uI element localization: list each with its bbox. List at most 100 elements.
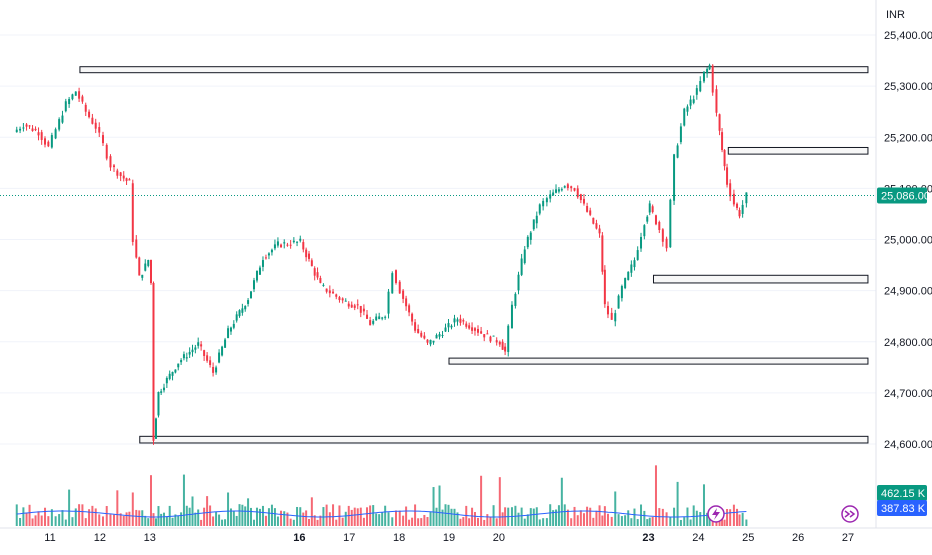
- candle-body: [34, 128, 37, 131]
- volume-bar: [555, 509, 558, 526]
- candle-body: [119, 172, 122, 177]
- candle-body: [362, 308, 365, 312]
- candle-body: [74, 91, 77, 96]
- volume-bar: [224, 519, 227, 526]
- volume-bar: [689, 519, 692, 526]
- candle-body: [369, 320, 372, 326]
- candle-body: [391, 273, 394, 294]
- candle-body: [426, 339, 429, 343]
- candle-body: [573, 188, 576, 191]
- candle-body: [683, 108, 686, 126]
- time-tick-label: 20: [493, 532, 505, 544]
- candle-body: [545, 198, 548, 203]
- candle-body: [557, 189, 560, 192]
- volume-bar: [441, 509, 444, 526]
- volume-bar: [149, 475, 152, 526]
- candle-body: [692, 99, 695, 103]
- volume-bar: [215, 511, 218, 526]
- volume-bar: [116, 490, 119, 526]
- candle-body: [627, 271, 630, 280]
- candle-body: [61, 115, 64, 123]
- candle-body: [630, 264, 633, 273]
- volume-bar: [235, 515, 238, 526]
- zone-rectangle[interactable]: [652, 274, 869, 284]
- candle-body: [185, 357, 188, 359]
- candle-body: [289, 244, 292, 246]
- candle-body: [495, 340, 498, 343]
- candle-body: [356, 304, 359, 306]
- volume-bar: [182, 474, 185, 526]
- volume-bar: [37, 511, 40, 526]
- candle-body: [197, 342, 200, 346]
- volume-bar: [679, 519, 682, 526]
- volume-bar: [206, 496, 209, 526]
- candle-body: [702, 71, 705, 82]
- candle-body: [456, 319, 459, 322]
- candle-body: [44, 138, 47, 145]
- candle-body: [147, 259, 150, 266]
- volume-bar: [58, 514, 61, 526]
- volume-bar: [221, 519, 224, 526]
- volume-bar: [417, 518, 420, 526]
- candle-body: [286, 244, 289, 246]
- volume-bar: [15, 504, 18, 526]
- volume-bar: [372, 505, 375, 526]
- candle-body: [582, 198, 585, 204]
- volume-bar: [249, 507, 252, 526]
- volume-bar: [405, 506, 408, 526]
- candle-body: [168, 373, 171, 379]
- candle-body: [402, 290, 405, 299]
- volume-bar: [732, 504, 735, 526]
- volume-bar: [438, 485, 441, 526]
- go-to-realtime-icon[interactable]: [841, 505, 859, 523]
- volume-bar: [344, 511, 347, 526]
- candle-body: [81, 96, 84, 102]
- volume-bar: [147, 518, 150, 526]
- volume-bar: [141, 510, 144, 526]
- volume-bar: [651, 516, 654, 526]
- candle-body: [601, 235, 604, 272]
- candle-body: [745, 192, 748, 204]
- candle-body: [726, 167, 729, 185]
- candle-body: [576, 188, 579, 198]
- volume-bar: [450, 508, 453, 526]
- candle-body: [105, 144, 108, 159]
- time-tick-label: 17: [343, 532, 355, 544]
- volume-bar: [81, 504, 84, 526]
- volume-bar: [706, 512, 709, 526]
- volume-bar: [105, 506, 108, 526]
- volume-bar: [520, 507, 523, 526]
- candle-body: [296, 241, 299, 243]
- volume-ma-tag-text: 387.83 K: [881, 503, 926, 515]
- volume-bar: [471, 507, 474, 526]
- candle-body: [542, 200, 545, 207]
- candle-body: [191, 349, 194, 353]
- volume-bar: [131, 492, 134, 526]
- volume-bar: [160, 513, 163, 526]
- volume-bar: [444, 504, 447, 526]
- candle-body: [523, 249, 526, 264]
- volume-bar: [486, 514, 489, 526]
- candle-body: [341, 298, 344, 301]
- volume-bar: [549, 504, 552, 526]
- zone-rectangle[interactable]: [79, 66, 869, 74]
- candle-body: [241, 308, 244, 313]
- zone-rectangle[interactable]: [727, 146, 869, 155]
- candle-body: [414, 322, 417, 331]
- candle-body: [332, 291, 335, 294]
- volume-bar: [61, 510, 64, 526]
- volume-bar: [665, 512, 668, 526]
- zone-rectangle[interactable]: [448, 357, 869, 365]
- alert-lightning-icon[interactable]: [707, 505, 725, 523]
- volume-bar: [135, 509, 138, 526]
- candle-body: [468, 325, 471, 329]
- candle-body: [729, 183, 732, 197]
- volume-bar: [307, 518, 310, 526]
- volume-bar: [152, 513, 155, 526]
- zone-rectangle[interactable]: [139, 435, 869, 444]
- candle-body: [335, 294, 338, 297]
- volume-bar: [154, 518, 157, 526]
- candle-body: [366, 314, 369, 319]
